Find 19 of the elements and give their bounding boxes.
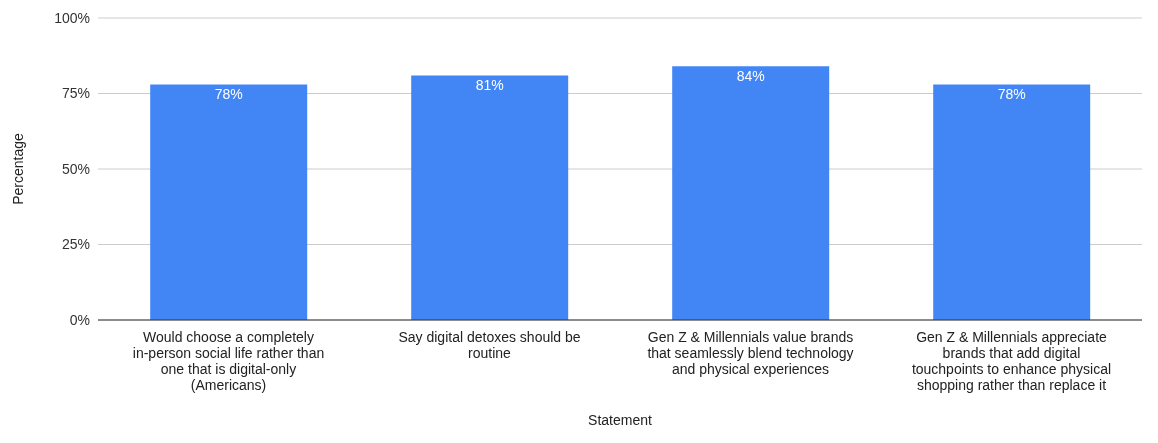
x-tick-label: Gen Z & Millennials value brands that seamlessly blend technology and physical experiences [647,329,854,377]
bar [672,66,830,320]
x-tick-label: Gen Z & Millennials appreciate brands that add digital touchpoints to enhance physical shopping rather than replace it [911,329,1112,393]
bar [933,84,1091,320]
data-label: 84% [736,68,765,85]
x-tick-label: Would choose a completely in-person social life rather than one that is digital-only (Americans) [132,329,325,393]
data-label: 81% [475,77,504,94]
data-label: 78% [214,86,243,103]
y-tick-label: 100% [54,9,90,26]
y-tick-label: 75% [61,85,90,102]
x-axis-title: Statement [588,412,653,428]
y-tick-label: 0% [69,311,90,328]
x-tick-label: Say digital detoxes should be routine [398,329,581,361]
data-label: 78% [997,86,1026,103]
bar [150,84,308,320]
y-axis-title: Percentage [9,132,26,205]
y-tick-label: 25% [61,236,90,253]
y-tick-label: 50% [61,160,90,177]
bar [411,75,569,320]
